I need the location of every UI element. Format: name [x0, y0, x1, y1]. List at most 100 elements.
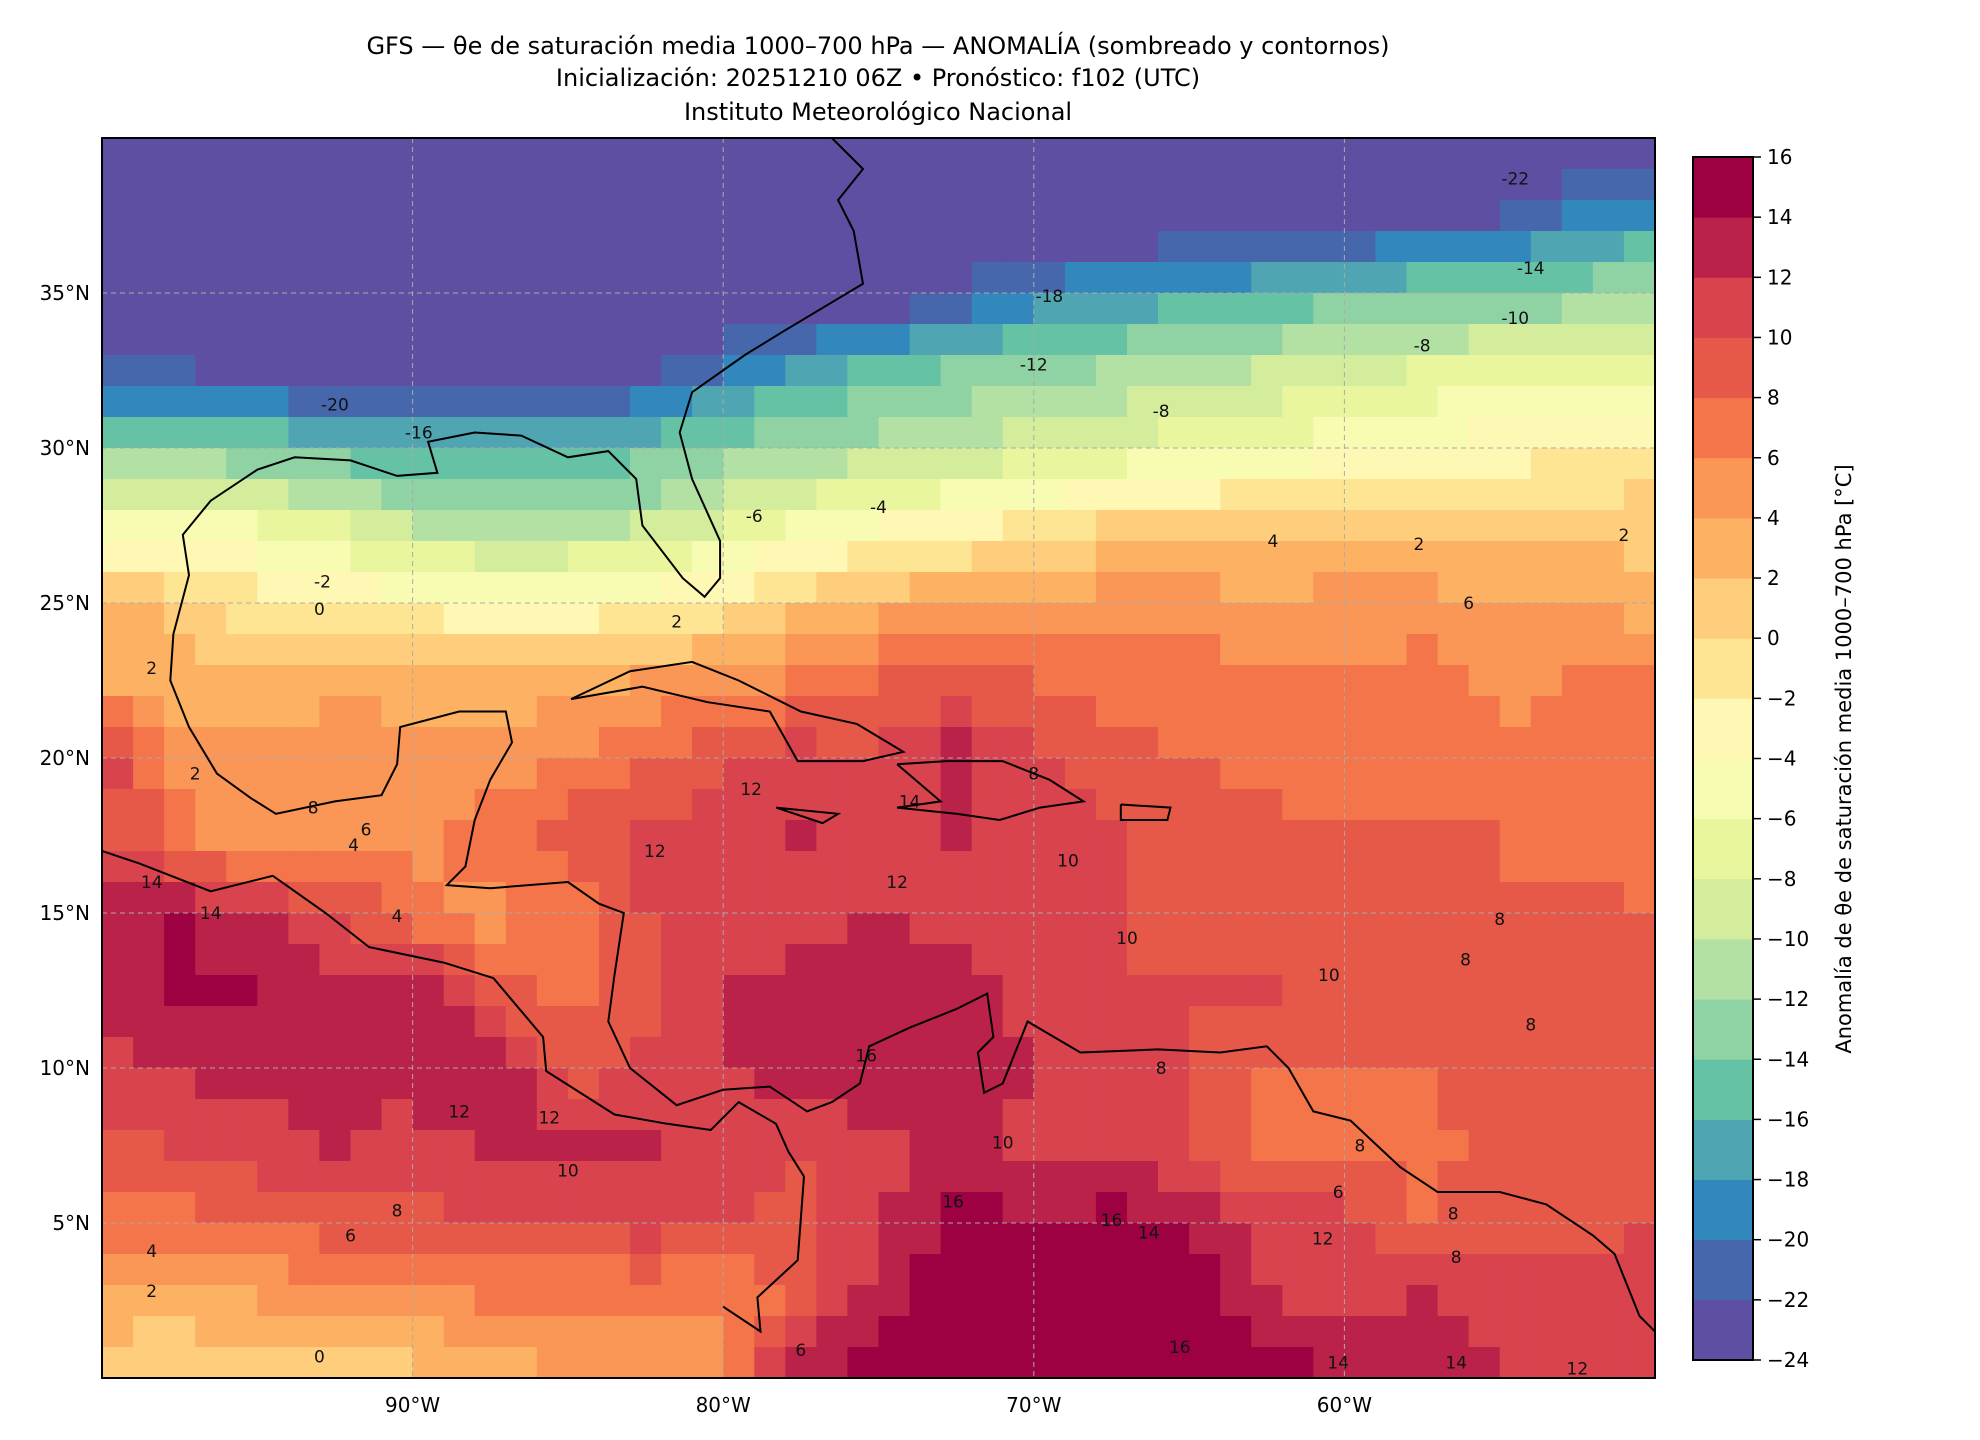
field-cell	[1282, 1161, 1314, 1193]
field-cell	[1592, 851, 1625, 883]
field-cell	[474, 169, 507, 201]
field-cell	[1220, 1347, 1252, 1378]
field-cell	[1282, 1285, 1314, 1317]
field-cell	[599, 1347, 631, 1378]
field-cell	[319, 975, 352, 1007]
field-cell	[133, 882, 165, 914]
field-cell	[878, 851, 911, 883]
contour-label: 16	[855, 1047, 877, 1067]
field-cell	[1095, 386, 1128, 418]
field-cell	[1406, 975, 1439, 1007]
field-cell	[909, 1223, 942, 1255]
map-frame	[101, 137, 1656, 1379]
field-cell	[1530, 851, 1563, 883]
field-cell	[816, 1037, 849, 1069]
field-cell	[1313, 386, 1345, 418]
field-cell	[195, 262, 227, 294]
field-cell	[785, 1006, 817, 1038]
field-cell	[1313, 634, 1345, 666]
field-cell	[909, 882, 942, 914]
field-cell	[723, 1099, 755, 1131]
field-cell	[1251, 975, 1283, 1007]
field-cell	[1282, 1192, 1314, 1224]
field-cell	[1189, 603, 1221, 635]
field-cell	[971, 1192, 1004, 1224]
field-cell	[1127, 1192, 1159, 1224]
field-cell	[102, 1037, 134, 1069]
field-cell	[1406, 1099, 1439, 1131]
field-cell	[661, 231, 693, 263]
field-cell	[1127, 510, 1159, 542]
field-cell	[226, 1254, 258, 1286]
field-cell	[630, 293, 662, 325]
field-cell	[630, 1223, 662, 1255]
field-cell	[971, 417, 1004, 449]
field-cell	[319, 1223, 352, 1255]
colorbar-tick-label: −22	[1767, 1288, 1809, 1312]
field-cell	[195, 851, 227, 883]
field-cell	[164, 913, 196, 945]
field-cell	[1530, 355, 1563, 387]
field-cell	[1313, 696, 1345, 728]
field-cell	[723, 262, 755, 294]
field-cell	[567, 200, 600, 232]
field-cell	[474, 975, 507, 1007]
field-cell	[102, 1316, 134, 1348]
field-cell	[1158, 975, 1190, 1007]
field-cell	[1592, 138, 1625, 170]
contour-label: 2	[1619, 526, 1630, 546]
field-cell	[412, 324, 445, 356]
field-cell	[1530, 1037, 1563, 1069]
field-cell	[1251, 510, 1283, 542]
field-cell	[723, 541, 755, 573]
field-cell	[381, 231, 414, 263]
field-cell	[1189, 851, 1221, 883]
field-cell	[1530, 696, 1563, 728]
coastline	[169, 138, 1655, 1333]
field-cell	[257, 1161, 289, 1193]
field-cell	[1375, 448, 1408, 480]
field-cell	[381, 262, 414, 294]
field-cell	[1468, 758, 1501, 790]
field-cell	[1158, 293, 1190, 325]
field-cell	[257, 975, 289, 1007]
field-cell	[1095, 355, 1128, 387]
contour-label: 8	[1451, 1248, 1462, 1268]
field-cell	[474, 944, 507, 976]
field-cell	[1220, 820, 1252, 852]
field-cell	[661, 324, 693, 356]
field-cell	[195, 1254, 227, 1286]
field-cell	[1282, 727, 1314, 759]
field-cell	[1592, 1316, 1625, 1348]
field-cell	[1220, 324, 1252, 356]
field-cell	[785, 634, 817, 666]
field-cell	[754, 634, 786, 666]
field-cell	[785, 1285, 817, 1317]
field-cell	[754, 944, 786, 976]
field-cell	[381, 1254, 414, 1286]
field-cell	[1375, 975, 1408, 1007]
field-cell	[133, 975, 165, 1007]
field-cell	[133, 727, 165, 759]
field-cell	[1592, 1347, 1625, 1378]
field-cell	[1623, 231, 1655, 263]
field-cell	[1623, 665, 1655, 697]
field-cell	[257, 1006, 289, 1038]
field-cell	[1375, 944, 1408, 976]
field-cell	[536, 727, 569, 759]
field-cell	[1437, 665, 1470, 697]
field-cell	[1375, 1223, 1408, 1255]
field-cell	[1189, 665, 1221, 697]
field-cell	[505, 138, 538, 170]
field-cell	[630, 851, 662, 883]
field-cell	[412, 789, 445, 821]
field-cell	[1189, 1347, 1221, 1378]
colorbar-tick-label: −2	[1767, 686, 1796, 710]
field-cell	[1251, 1254, 1283, 1286]
field-cell	[1499, 1192, 1532, 1224]
field-cell	[971, 1254, 1004, 1286]
field-cell	[785, 541, 817, 573]
field-cell	[1095, 262, 1128, 294]
field-cell	[599, 448, 631, 480]
field-cell	[412, 479, 445, 511]
